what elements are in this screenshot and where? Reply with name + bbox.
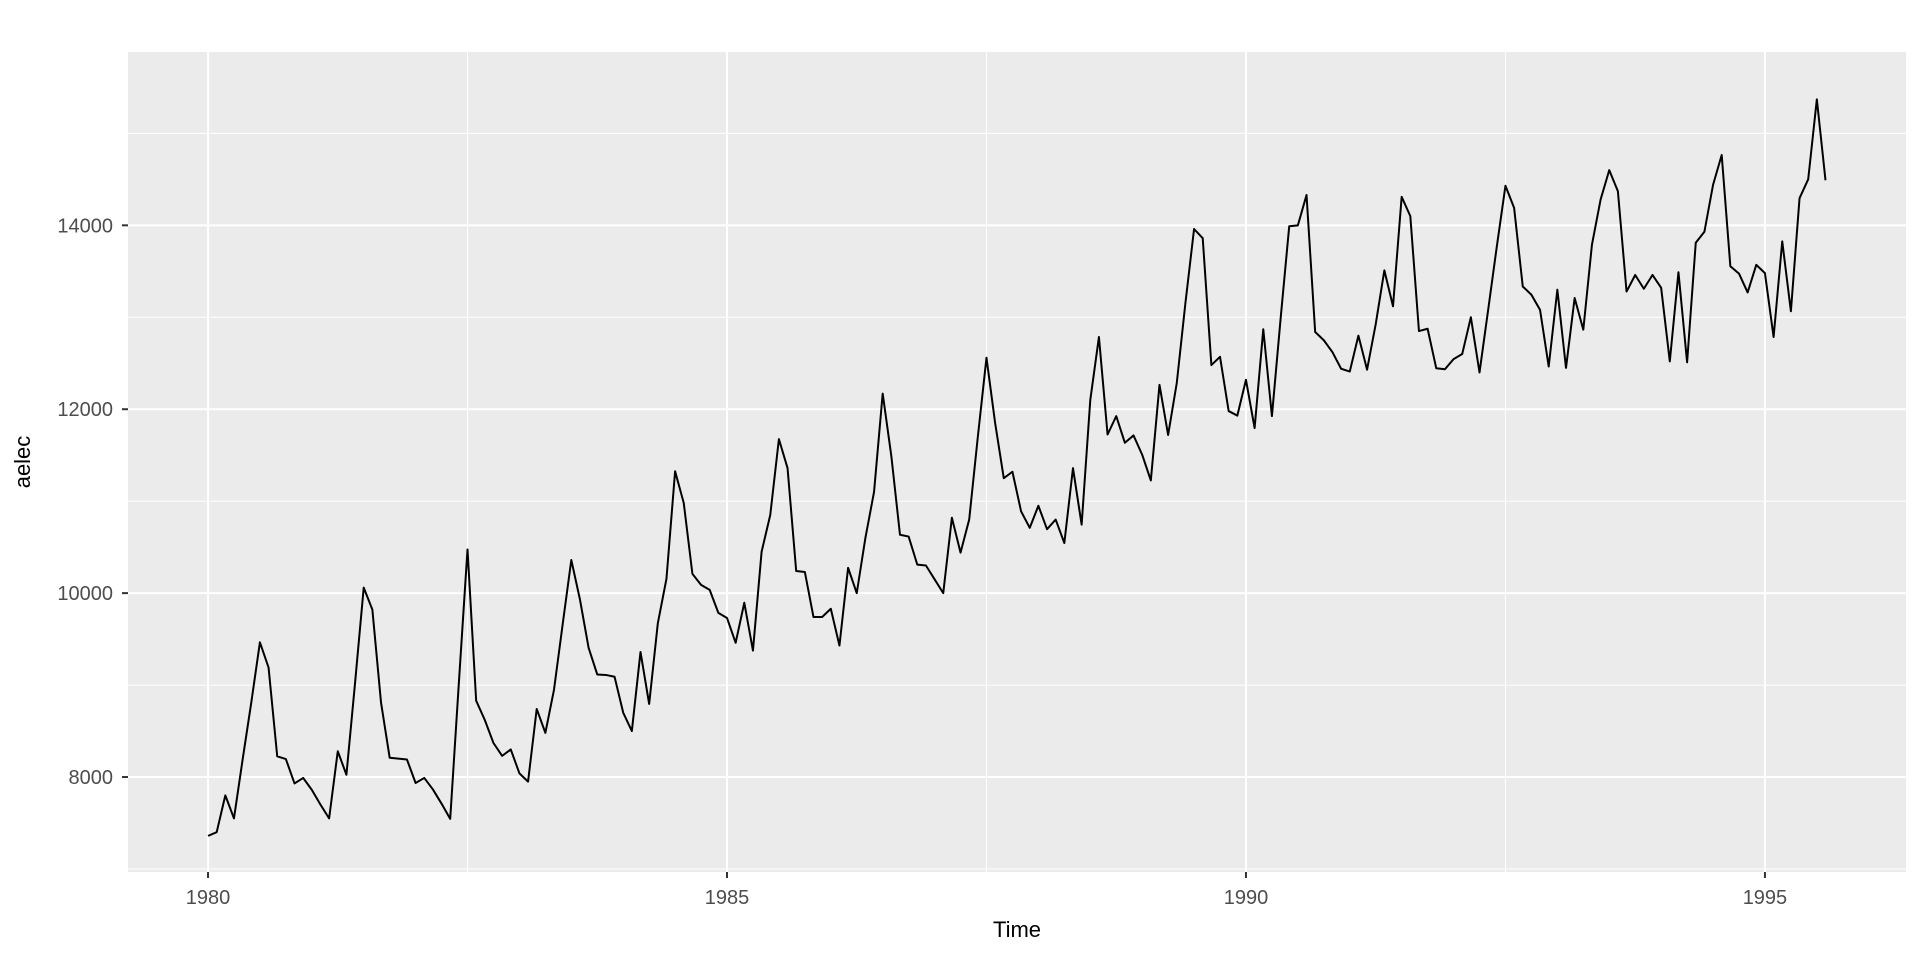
- plot-panel: [128, 52, 1906, 872]
- minor-gridlines: [128, 52, 1906, 872]
- data-series-line: [207, 98, 1827, 837]
- y-tick-label: 8000: [69, 767, 114, 789]
- x-tick-label: 1995: [1743, 887, 1788, 909]
- x-tick-label: 1980: [186, 887, 231, 909]
- x-tick-label: 1990: [1224, 887, 1269, 909]
- y-axis-title: aelec: [10, 436, 35, 489]
- y-tick-label: 14000: [57, 215, 113, 237]
- major-gridlines: [128, 52, 1906, 872]
- series-aelec: [207, 98, 1827, 837]
- x-axis-title: Time: [993, 917, 1041, 942]
- y-tick-label: 10000: [57, 583, 113, 605]
- y-tick-label: 12000: [57, 399, 113, 421]
- axis-tick-marks: [122, 224, 1766, 878]
- axis-tick-labels: 1980 1985 1990 1995 8000 10000 12000 14000: [57, 215, 1787, 909]
- x-tick-label: 1985: [705, 887, 750, 909]
